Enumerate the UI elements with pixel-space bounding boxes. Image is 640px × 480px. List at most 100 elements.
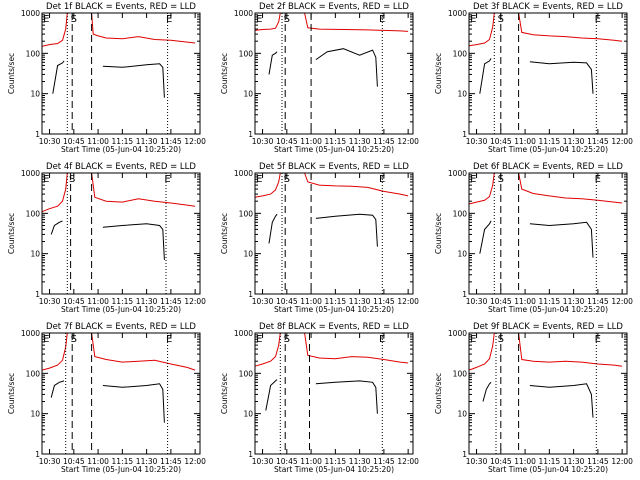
x-tick-label: 10:45 — [63, 137, 85, 146]
y-axis-label: Counts/sec — [220, 373, 229, 414]
lld-line-segment-1 — [468, 172, 495, 205]
y-tick-label: 10 — [30, 410, 40, 419]
y-tick-label: 1 — [35, 130, 40, 139]
y-tick-label: 1 — [248, 450, 253, 459]
y-tick-label: 1000 — [448, 329, 467, 338]
x-tick-label: 10:45 — [63, 297, 85, 306]
x-tick-label: 10:45 — [490, 457, 512, 466]
x-tick-label: 11:00 — [87, 137, 109, 146]
x-tick-label: 10:45 — [276, 297, 298, 306]
x-tick-label: 10:45 — [276, 457, 298, 466]
plot-frame — [41, 12, 201, 135]
x-tick-label: 11:00 — [300, 137, 322, 146]
y-axis-label: Counts/sec — [434, 53, 443, 94]
y-tick-label: 1000 — [448, 9, 467, 18]
events-line-segment-1 — [479, 220, 492, 254]
x-tick-label: 11:30 — [349, 137, 371, 146]
events-line-segment-1 — [265, 379, 278, 411]
lld-line-segment-2 — [518, 332, 623, 367]
x-tick-label: 10:30 — [466, 297, 488, 306]
y-axis-label: Counts/sec — [220, 53, 229, 94]
x-axis-label: Start Time (05-Jun-04 10:25:20) — [488, 305, 608, 314]
x-tick-label: 11:15 — [539, 137, 561, 146]
events-line-segment-2 — [529, 383, 594, 418]
x-tick-label: 11:30 — [136, 297, 158, 306]
x-tick-label: 11:00 — [300, 457, 322, 466]
chart-panel-3: Det 3f BLACK = Events, RED = LLD E S E 1 10 10… — [434, 2, 633, 154]
lld-line-segment-1 — [254, 332, 281, 367]
y-tick-label: 100 — [26, 369, 41, 378]
chart-title: Det 7f BLACK = Events, RED = LLD — [46, 322, 196, 332]
x-tick-label: 11:00 — [87, 457, 109, 466]
annotation-e: E — [470, 14, 476, 25]
x-axis-label: Start Time (05-Jun-04 10:25:20) — [274, 305, 394, 314]
y-axis-label: Counts/sec — [434, 373, 443, 414]
annotation-e: E — [166, 334, 172, 345]
chart-panel-2: Det 2f BLACK = Events, RED = LLD E S E 1 10 10… — [220, 2, 419, 154]
plot-frame — [468, 332, 628, 455]
annotation-e: E — [164, 174, 170, 185]
annotation-s: S — [284, 174, 290, 185]
x-tick-label: 12:00 — [397, 137, 419, 146]
annotation-s: S — [69, 174, 75, 185]
chart-title: Det 8f BLACK = Events, RED = LLD — [259, 322, 409, 332]
y-tick-label: 1 — [462, 290, 467, 299]
annotation-s: S — [498, 334, 504, 345]
x-tick-label: 11:00 — [514, 137, 536, 146]
annotation-e: E — [595, 174, 601, 185]
chart-title: Det 1f BLACK = Events, RED = LLD — [46, 2, 196, 12]
annotation-s: S — [498, 14, 504, 25]
lld-line-segment-1 — [41, 332, 68, 371]
x-tick-label: 11:30 — [563, 297, 585, 306]
lld-line-segment-1 — [254, 172, 281, 198]
x-tick-label: 11:45 — [373, 457, 395, 466]
y-axis-label: Counts/sec — [7, 373, 16, 414]
plot-frame — [254, 332, 414, 455]
events-line-segment-2 — [102, 383, 165, 423]
x-tick-label: 11:30 — [136, 137, 158, 146]
annotation-e: E — [379, 174, 385, 185]
events-line-segment-1 — [50, 220, 63, 235]
x-tick-label: 11:15 — [539, 457, 561, 466]
annotation-e: E — [379, 334, 385, 345]
y-tick-label: 100 — [239, 369, 254, 378]
annotation-e: E — [43, 14, 49, 25]
y-tick-label: 10 — [30, 250, 40, 259]
x-tick-label: 12:00 — [184, 457, 206, 466]
chart-title: Det 6f BLACK = Events, RED = LLD — [473, 162, 623, 172]
y-tick-label: 1 — [462, 450, 467, 459]
x-tick-label: 10:30 — [466, 457, 488, 466]
x-tick-label: 11:30 — [136, 457, 158, 466]
y-tick-label: 1000 — [234, 169, 253, 178]
annotation-e: E — [379, 14, 385, 25]
chart-title: Det 2f BLACK = Events, RED = LLD — [259, 2, 409, 12]
x-tick-label: 11:15 — [325, 457, 347, 466]
lld-line-segment-1 — [41, 172, 68, 213]
x-tick-label: 11:15 — [112, 137, 134, 146]
x-tick-label: 11:45 — [587, 297, 609, 306]
plot-frame — [41, 172, 201, 295]
x-tick-label: 11:15 — [325, 297, 347, 306]
chart-title: Det 9f BLACK = Events, RED = LLD — [473, 322, 623, 332]
x-tick-label: 10:30 — [252, 137, 274, 146]
x-tick-label: 10:45 — [63, 457, 85, 466]
x-tick-label: 10:45 — [490, 137, 512, 146]
annotation-e: E — [43, 174, 49, 185]
chart-panel-5: Det 5f BLACK = Events, RED = LLD E S E 1 10 10… — [220, 162, 419, 314]
x-tick-label: 12:00 — [397, 457, 419, 466]
events-line-segment-1 — [479, 58, 492, 94]
annotation-e: E — [43, 334, 49, 345]
plot-frame — [254, 12, 414, 135]
events-line-segment-1 — [268, 51, 278, 75]
lld-line-segment-2 — [304, 332, 409, 364]
x-tick-label: 11:45 — [160, 137, 182, 146]
y-tick-label: 1 — [248, 290, 253, 299]
x-tick-label: 11:45 — [160, 457, 182, 466]
events-line-segment-2 — [315, 380, 378, 414]
x-tick-label: 11:30 — [349, 457, 371, 466]
lld-line-segment-2 — [304, 172, 409, 197]
events-line-segment-2 — [529, 61, 594, 94]
lld-line-segment-2 — [91, 332, 196, 371]
y-axis-label: Counts/sec — [7, 53, 16, 94]
y-tick-label: 1 — [35, 450, 40, 459]
